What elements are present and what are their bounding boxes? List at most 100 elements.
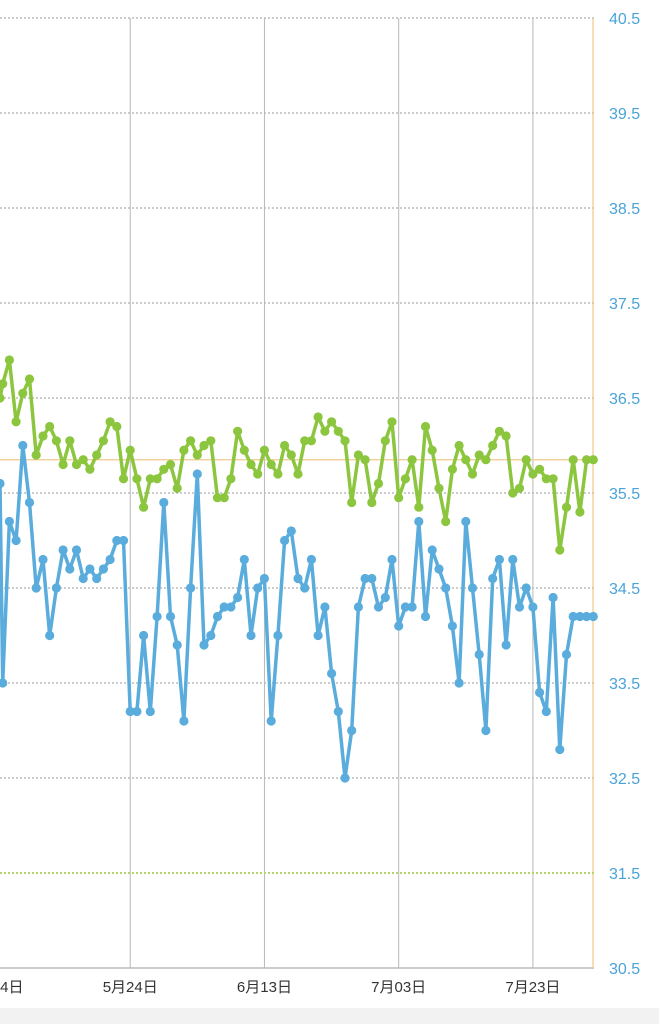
y-tick-label: 39.5 bbox=[609, 106, 640, 123]
data-point bbox=[474, 450, 484, 460]
data-point bbox=[239, 554, 249, 565]
data-point bbox=[494, 426, 504, 436]
data-point bbox=[467, 469, 478, 479]
data-point bbox=[165, 611, 176, 622]
data-point bbox=[548, 592, 558, 603]
y-tick-label: 35.5 bbox=[609, 486, 640, 503]
data-point bbox=[71, 459, 82, 470]
data-point bbox=[380, 592, 390, 603]
y-tick-label: 36.5 bbox=[609, 391, 640, 408]
data-point bbox=[528, 469, 538, 479]
data-point bbox=[360, 573, 370, 584]
data-point bbox=[172, 640, 182, 650]
data-point bbox=[179, 445, 189, 455]
data-point bbox=[152, 611, 162, 622]
data-point bbox=[212, 611, 223, 622]
data-point bbox=[347, 725, 357, 736]
data-point bbox=[420, 611, 431, 622]
data-point bbox=[105, 554, 115, 565]
data-point bbox=[340, 436, 350, 446]
data-point bbox=[280, 535, 290, 546]
data-point bbox=[387, 554, 397, 565]
data-point bbox=[0, 478, 5, 489]
data-point bbox=[85, 464, 95, 474]
data-point bbox=[139, 630, 149, 641]
data-point bbox=[561, 649, 572, 660]
data-point bbox=[561, 502, 572, 512]
data-point bbox=[387, 417, 397, 427]
data-point bbox=[246, 459, 256, 470]
y-tick-label: 33.5 bbox=[609, 676, 640, 693]
data-point bbox=[280, 440, 290, 451]
series-line bbox=[0, 358, 596, 552]
data-point bbox=[414, 502, 424, 512]
data-point bbox=[327, 417, 337, 427]
data-point bbox=[454, 678, 464, 688]
data-point bbox=[588, 611, 598, 622]
data-point bbox=[71, 545, 82, 555]
y-axis-tick-labels: 40.5 39.5 38.5 37.5 36.5 35.5 34.5 33.5 32.5 31.5… bbox=[609, 11, 640, 978]
data-point bbox=[481, 455, 491, 465]
data-point bbox=[145, 706, 155, 717]
data-point bbox=[400, 602, 410, 612]
y-tick-label: 38.5 bbox=[609, 201, 640, 218]
data-point bbox=[0, 379, 8, 389]
data-point bbox=[306, 554, 316, 565]
data-point bbox=[24, 497, 35, 508]
data-point bbox=[233, 592, 243, 603]
data-point bbox=[454, 440, 464, 451]
data-point bbox=[226, 602, 236, 612]
data-point bbox=[474, 649, 484, 660]
data-point bbox=[0, 393, 5, 403]
data-point bbox=[78, 455, 88, 465]
data-point bbox=[118, 474, 129, 484]
data-point bbox=[253, 583, 263, 593]
x-axis-tick-labels: 5月04日 5月24日 6月13日 7月03日 7月23日 bbox=[0, 979, 560, 996]
data-point bbox=[125, 445, 135, 455]
data-point bbox=[112, 535, 122, 546]
data-point bbox=[105, 417, 115, 427]
data-point bbox=[300, 583, 310, 593]
data-point bbox=[24, 374, 35, 384]
data-point bbox=[394, 621, 404, 631]
data-point bbox=[427, 545, 437, 555]
data-point bbox=[179, 716, 189, 726]
series-line bbox=[0, 443, 596, 780]
data-point bbox=[65, 564, 75, 574]
data-point bbox=[414, 516, 424, 527]
data-point bbox=[360, 455, 370, 465]
data-point bbox=[219, 602, 229, 612]
data-point bbox=[266, 716, 276, 726]
data-point bbox=[582, 611, 592, 622]
data-point bbox=[273, 469, 283, 479]
data-point bbox=[51, 436, 62, 446]
data-point bbox=[112, 421, 122, 432]
data-point bbox=[286, 526, 296, 536]
data-point bbox=[159, 464, 169, 474]
data-point bbox=[98, 564, 108, 574]
data-point bbox=[461, 455, 471, 465]
data-point bbox=[199, 440, 209, 451]
data-point bbox=[246, 630, 256, 641]
series-1 bbox=[0, 355, 598, 555]
x-tick-label: 5月24日 bbox=[103, 979, 158, 996]
data-point bbox=[394, 493, 404, 503]
data-point bbox=[118, 535, 129, 546]
data-point bbox=[18, 388, 28, 398]
data-point bbox=[588, 455, 598, 465]
data-point bbox=[441, 583, 451, 593]
data-point bbox=[132, 706, 142, 717]
data-point bbox=[239, 445, 249, 455]
y-tick-label: 40.5 bbox=[609, 11, 640, 28]
data-point bbox=[125, 706, 135, 717]
data-point bbox=[521, 583, 531, 593]
data-point bbox=[186, 583, 196, 593]
data-point bbox=[300, 436, 310, 446]
y-tick-label: 34.5 bbox=[609, 581, 640, 598]
data-point bbox=[320, 602, 330, 612]
data-point bbox=[206, 630, 216, 641]
data-point bbox=[434, 483, 444, 493]
data-point bbox=[427, 445, 437, 455]
data-point bbox=[313, 630, 323, 641]
